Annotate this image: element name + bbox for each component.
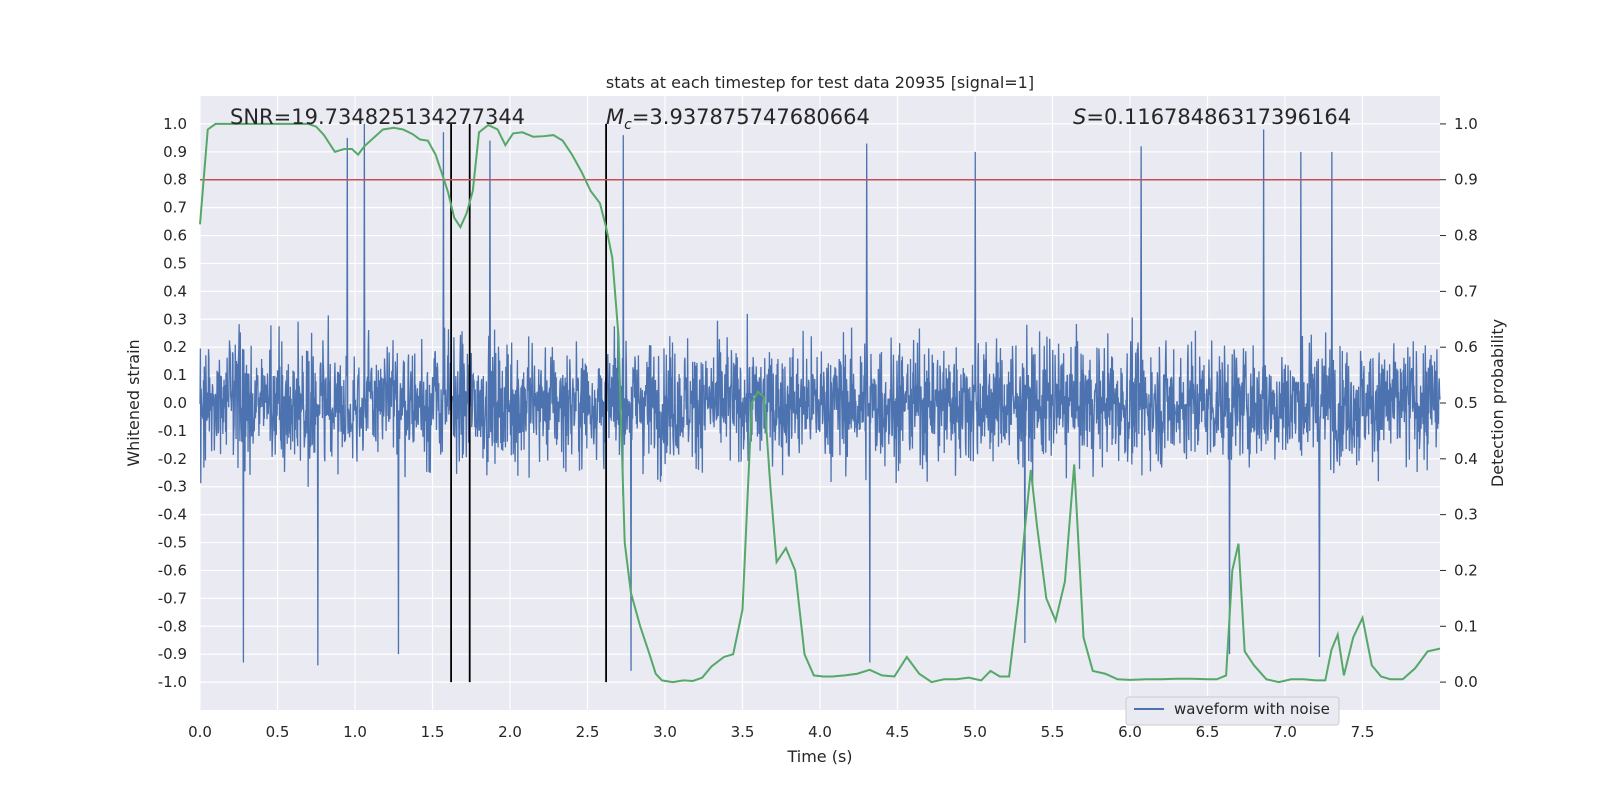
y-left-tick-label: -0.2 [158, 450, 187, 468]
y-right-tick-label: 0.6 [1454, 338, 1478, 356]
y-left-tick-label: 0.0 [163, 394, 187, 412]
y-left-tick-label: -0.8 [158, 617, 187, 635]
x-tick-labels: 0.0 0.5 1.0 1.5 2.0 2.5 3.0 3.5 4.0 4.5 5.0 5.5 6.0 6… [188, 723, 1374, 741]
x-tick-label: 2.5 [576, 723, 600, 741]
x-tick-label: 4.0 [808, 723, 832, 741]
x-tick-label: 0.5 [266, 723, 290, 741]
y-right-tick-label: 0.2 [1454, 561, 1478, 579]
y-right-tick-label: 0.1 [1454, 617, 1478, 635]
y-left-tick-label: -0.7 [158, 589, 187, 607]
y-right-axis-label: Detection probability [1488, 319, 1507, 487]
y-left-tick-label: 0.1 [163, 366, 187, 384]
y-left-tick-label: -0.1 [158, 422, 187, 440]
y-right-tick-label: 0.3 [1454, 506, 1478, 524]
y-right-tick-label: 0.8 [1454, 227, 1478, 245]
chirp-mass-annotation: Mc=3.937875747680664 [606, 105, 870, 133]
y-left-tick-label: 0.9 [163, 143, 187, 161]
y-right-tick-labels: 1.0 0.9 0.8 0.7 0.6 0.5 0.4 0.3 0.2 0.1 0.0 [1440, 115, 1478, 691]
x-tick-label: 0.0 [188, 723, 212, 741]
y-left-tick-label: 0.5 [163, 254, 187, 272]
x-tick-label: 6.5 [1196, 723, 1220, 741]
x-tick-label: 4.5 [886, 723, 910, 741]
y-left-tick-label: 0.7 [163, 199, 187, 217]
detection-probability-line [199, 122, 1441, 684]
legend: waveform with noise [1125, 696, 1340, 726]
y-left-tick-label: -0.9 [158, 645, 187, 663]
legend-label: waveform with noise [1174, 700, 1330, 718]
s-annotation: S=0.11678486317396164 [1073, 105, 1351, 129]
y-left-tick-label: 1.0 [163, 115, 187, 133]
y-left-tick-label: -0.3 [158, 478, 187, 496]
y-left-tick-label: -1.0 [158, 673, 187, 691]
y-right-tick-label: 0.0 [1454, 673, 1478, 691]
x-tick-label: 5.5 [1041, 723, 1065, 741]
x-tick-label: 7.0 [1273, 723, 1297, 741]
y-left-tick-label: 0.8 [163, 171, 187, 189]
x-tick-label: 1.5 [421, 723, 445, 741]
event-markers [450, 123, 607, 683]
x-tick-label: 5.0 [963, 723, 987, 741]
x-axis-label: Time (s) [786, 747, 852, 766]
y-right-tick-label: 0.7 [1454, 282, 1478, 300]
x-tick-label: 7.5 [1351, 723, 1375, 741]
y-left-tick-label: 0.2 [163, 338, 187, 356]
y-left-tick-labels: 1.0 0.9 0.8 0.7 0.6 0.5 0.4 0.3 0.2 0.1 0.0 -0.1 -0.… [158, 115, 187, 691]
waveform-with-noise [199, 123, 1441, 671]
y-right-tick-label: 0.4 [1454, 450, 1478, 468]
y-left-tick-label: -0.6 [158, 561, 187, 579]
y-right-tick-label: 1.0 [1454, 115, 1478, 133]
y-left-axis-label: Whitened strain [124, 339, 143, 466]
waveform-trace [199, 123, 1441, 671]
y-left-tick-label: -0.5 [158, 534, 187, 552]
x-tick-label: 3.0 [653, 723, 677, 741]
y-left-tick-label: -0.4 [158, 506, 187, 524]
y-left-tick-label: 0.4 [163, 282, 187, 300]
x-tick-label: 2.0 [498, 723, 522, 741]
y-right-tick-label: 0.9 [1454, 171, 1478, 189]
y-right-tick-label: 0.5 [1454, 394, 1478, 412]
legend-box [1125, 696, 1340, 726]
chart-title: stats at each timestep for test data 209… [606, 73, 1034, 92]
snr-annotation: SNR=19.734825134277344 [230, 105, 525, 129]
y-left-tick-label: 0.6 [163, 227, 187, 245]
y-left-tick-label: 0.3 [163, 310, 187, 328]
x-tick-label: 3.5 [731, 723, 755, 741]
x-tick-label: 1.0 [343, 723, 367, 741]
x-tick-label: 6.0 [1118, 723, 1142, 741]
